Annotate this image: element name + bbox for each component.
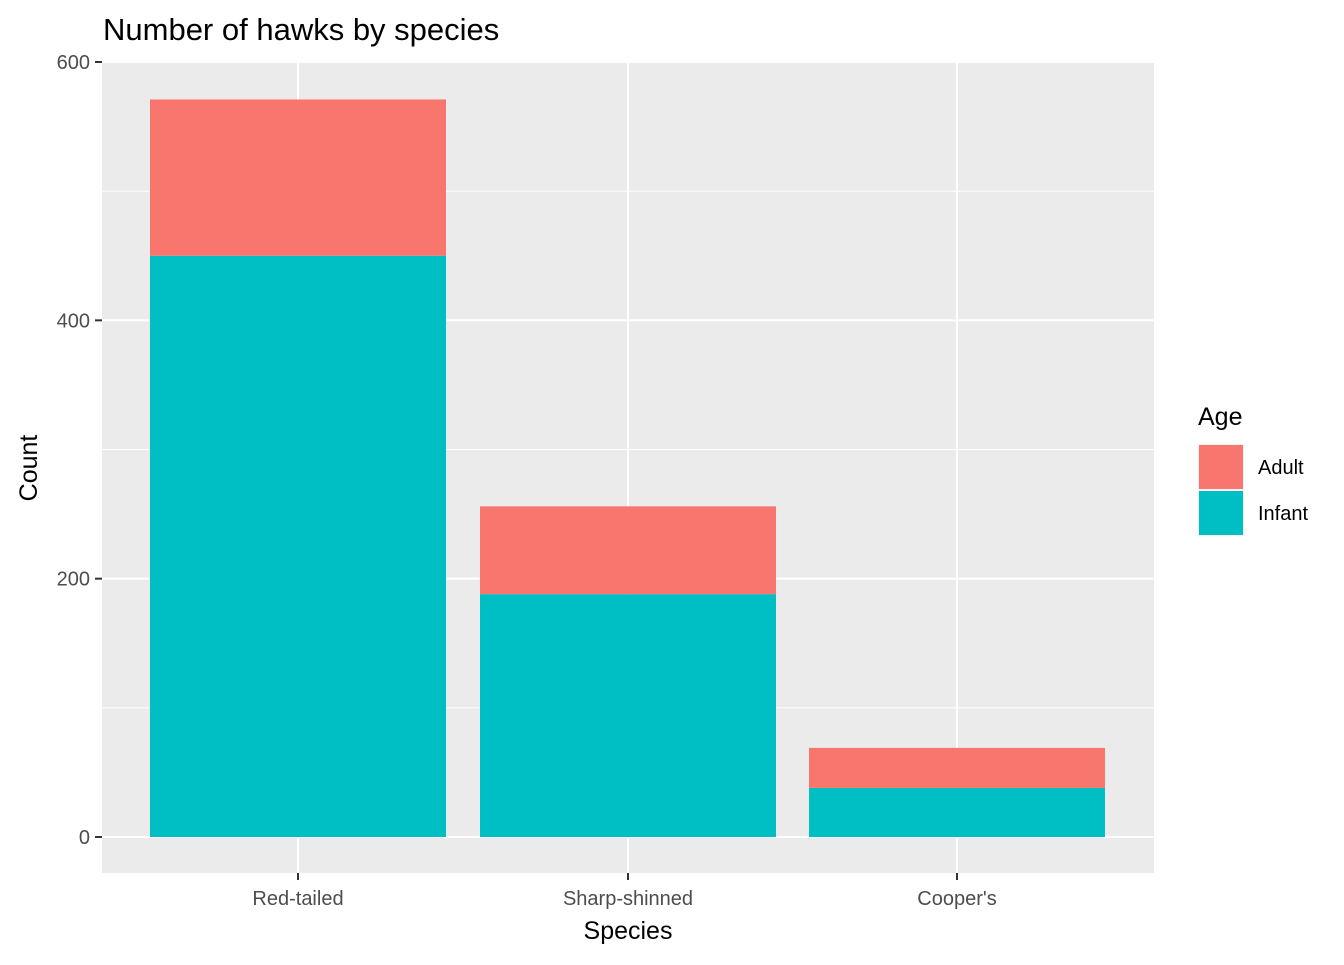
legend-label-adult: Adult	[1258, 457, 1304, 479]
y-tick-label: 600	[57, 52, 90, 74]
y-axis: 0 200 400 600	[57, 52, 102, 849]
bar-infant-cooper-s	[809, 787, 1105, 837]
bar-adult-sharp-shinned	[480, 506, 776, 595]
x-tick-label: Sharp-shinned	[563, 888, 693, 910]
x-tick-label: Red-tailed	[252, 888, 343, 910]
legend-items: Adult Infant	[1198, 444, 1308, 536]
chart-title: Number of hawks by species	[103, 12, 499, 47]
bar-infant-sharp-shinned	[480, 594, 776, 837]
legend-swatch-infant	[1199, 491, 1243, 535]
bar-adult-cooper-s	[809, 747, 1105, 788]
y-tick-label: 200	[57, 569, 90, 591]
x-tick-label: Cooper's	[917, 888, 996, 910]
legend: Age Adult Infant	[1198, 403, 1308, 536]
x-axis-title: Species	[584, 917, 673, 945]
bar-stacks	[150, 99, 1105, 837]
y-axis-title: Count	[15, 435, 43, 502]
x-axis: Red-tailed Sharp-shinned Cooper's	[252, 873, 997, 910]
legend-swatch-adult	[1199, 445, 1243, 489]
y-tick-label: 0	[79, 827, 90, 849]
bar-infant-red-tailed	[150, 255, 446, 837]
legend-label-infant: Infant	[1258, 503, 1308, 525]
bar-adult-red-tailed	[150, 99, 446, 256]
y-tick-label: 400	[57, 310, 90, 332]
legend-title: Age	[1198, 403, 1242, 431]
